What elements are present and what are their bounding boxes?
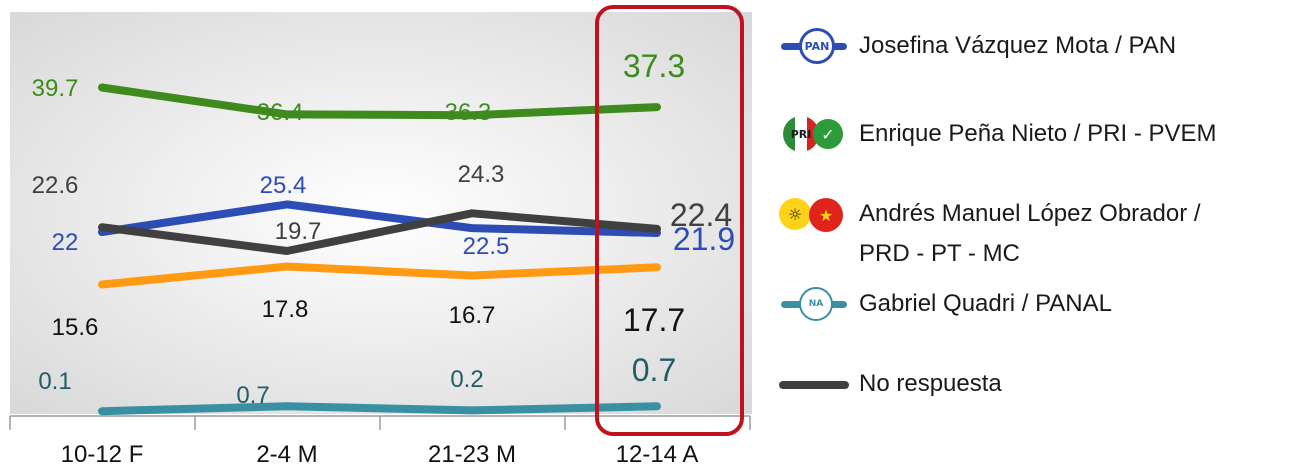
data-label-prd: 17.8 [262,296,309,323]
prd-logo-icon: ☼ [779,198,811,230]
series-line-panal [98,402,661,416]
legend-label-nr: No respuesta [859,370,1002,397]
legend-item-panal: NA Gabriel Quadri / PANAL [775,284,1112,324]
pvem-logo-icon: ✓ [813,119,843,149]
x-tick-label: 12-14 A [616,441,699,468]
legend-item-pri: PRI ✓ Enrique Peña Nieto / PRI - PVEM [775,114,1217,154]
legend-item-prd: ☼ ★ Andrés Manuel López Obrador / PRD - … [775,196,1201,272]
data-label-pri: 36.3 [445,99,492,126]
data-label-panal: 0.7 [632,352,676,388]
pri-legend-swatch: PRI ✓ [775,114,853,154]
panal-logo-icon: NA [799,287,833,321]
data-label-pan: 21.9 [673,221,735,257]
legend-label-prd-line1: Andrés Manuel López Obrador / [859,200,1201,227]
pt-logo-icon: ★ [809,198,843,232]
data-label-panal: 0.1 [38,368,71,395]
data-label-panal: 0.7 [236,382,269,409]
data-label-pri: 39.7 [32,75,79,102]
data-label-nr: 24.3 [458,161,505,188]
data-label-pan: 22.5 [463,233,510,260]
series-line-nr [98,209,661,255]
data-label-nr: 19.7 [275,218,322,245]
x-tick-label: 21-23 M [428,441,516,468]
data-label-prd: 17.7 [623,302,685,338]
data-label-panal: 0.2 [450,366,483,393]
legend: PAN Josefina Vázquez Mota / PAN PRI ✓ En… [775,0,1290,472]
legend-item-pan: PAN Josefina Vázquez Mota / PAN [775,26,1176,66]
x-tick-label: 2-4 M [256,441,317,468]
data-label-nr: 22.6 [32,172,79,199]
pri-logo-text: PRI [790,127,812,141]
data-label-pan: 25.4 [260,172,307,199]
pan-logo-text: PAN [804,39,830,53]
line-chart: 39.7 36.4 36.3 37.3 22 25.4 22.5 21.9 22.6 19.7 24… [9,5,752,468]
nr-series-line-marker [779,381,849,389]
legend-label-pan: Josefina Vázquez Mota / PAN [859,32,1177,59]
data-label-prd: 16.7 [449,302,496,329]
series-line-pri [98,83,661,120]
series-line-pan [98,200,661,237]
data-label-prd: 15.6 [52,314,99,341]
data-label-pri: 37.3 [623,48,685,84]
panal-legend-swatch: NA [775,284,853,324]
prd-legend-swatch: ☼ ★ [775,196,853,236]
legend-label-prd-line2: PRD - PT - MC [859,240,1020,267]
legend-item-nr: No respuesta [775,364,1002,404]
pan-legend-swatch: PAN [775,26,853,66]
pan-logo-icon: PAN [799,28,835,64]
legend-label-panal: Gabriel Quadri / PANAL [859,290,1112,317]
panal-logo-text: NA [808,299,824,309]
highlight-box [595,5,744,436]
x-tick-label: 10-12 F [61,441,144,468]
data-label-nr: 22.4 [670,197,732,233]
series-line-prd [98,262,661,289]
nr-legend-swatch [775,364,853,404]
data-label-pan: 22 [52,229,79,256]
legend-label-pri: Enrique Peña Nieto / PRI - PVEM [859,120,1217,147]
data-label-pri: 36.4 [257,99,304,126]
